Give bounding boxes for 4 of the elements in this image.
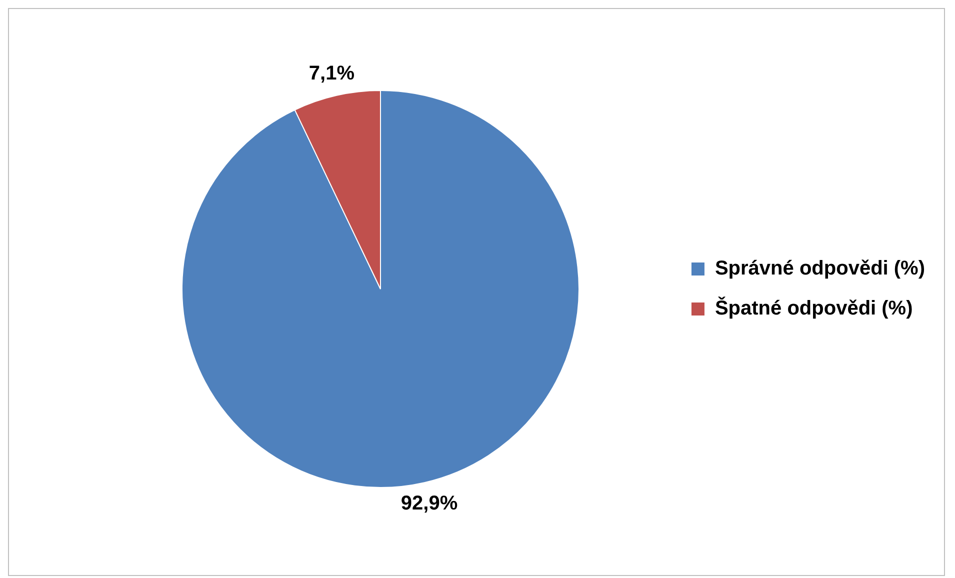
legend-label: Špatné odpovědi (%) xyxy=(714,296,913,320)
data-label: 92,9% xyxy=(400,492,458,515)
legend-label: Správné odpovědi (%) xyxy=(714,258,925,280)
data-label: 7,1% xyxy=(308,62,355,84)
